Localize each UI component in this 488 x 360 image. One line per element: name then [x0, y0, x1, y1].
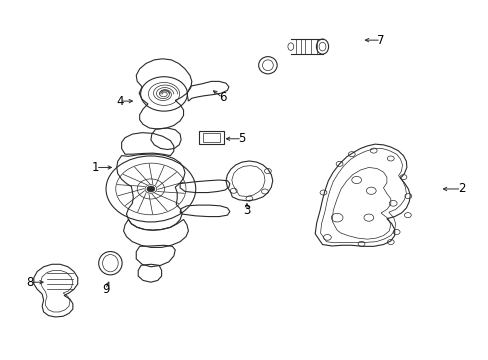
Text: 4: 4 [116, 95, 123, 108]
Text: 2: 2 [457, 183, 464, 195]
Circle shape [147, 186, 155, 192]
Text: 6: 6 [218, 91, 226, 104]
Text: 1: 1 [92, 161, 100, 174]
Text: 9: 9 [102, 283, 109, 296]
Text: 7: 7 [377, 33, 384, 47]
Text: 5: 5 [238, 132, 245, 145]
Text: 3: 3 [243, 204, 250, 217]
Text: 8: 8 [26, 276, 34, 289]
